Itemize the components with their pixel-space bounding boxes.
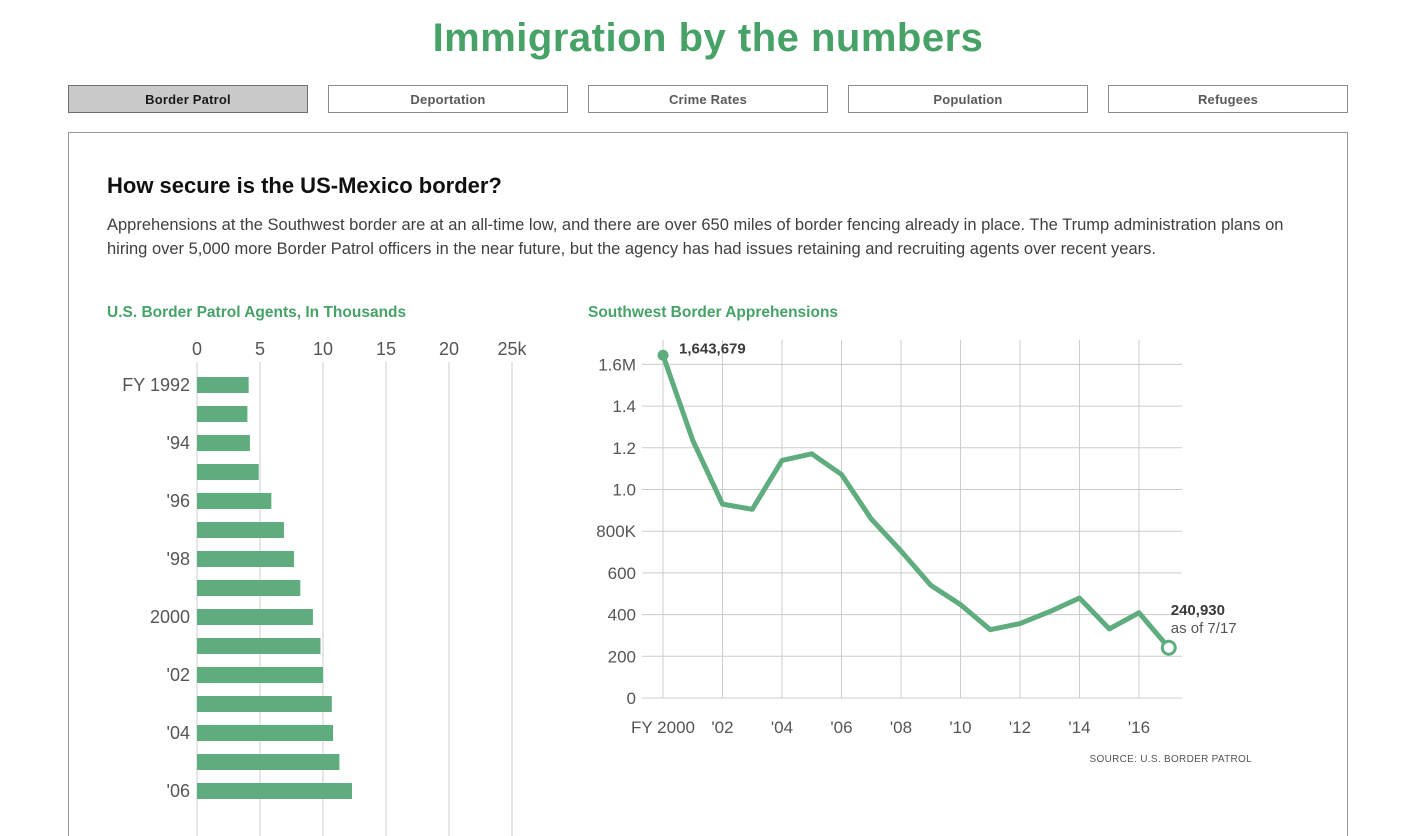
svg-text:1.2: 1.2 bbox=[612, 439, 636, 458]
svg-text:FY 2000: FY 2000 bbox=[631, 718, 695, 737]
svg-text:200: 200 bbox=[608, 647, 636, 666]
line-chart-title: Southwest Border Apprehensions bbox=[588, 304, 839, 321]
svg-text:'02: '02 bbox=[167, 665, 190, 685]
svg-text:2000: 2000 bbox=[150, 607, 190, 627]
line-chart: Southwest Border Apprehensions 0 200 400 60… bbox=[588, 303, 1268, 836]
svg-text:'16: '16 bbox=[1128, 718, 1150, 737]
svg-text:800K: 800K bbox=[596, 522, 636, 541]
svg-text:'04: '04 bbox=[167, 723, 190, 743]
svg-text:'12: '12 bbox=[1009, 718, 1031, 737]
svg-text:'08: '08 bbox=[890, 718, 912, 737]
svg-text:240,930: 240,930 bbox=[1171, 602, 1225, 619]
tab-population[interactable]: Population bbox=[848, 85, 1088, 113]
tab-refugees[interactable]: Refugees bbox=[1108, 85, 1348, 113]
svg-text:10: 10 bbox=[313, 339, 333, 359]
content-panel: How secure is the US-Mexico border? Appr… bbox=[68, 132, 1348, 836]
svg-text:5: 5 bbox=[255, 339, 265, 359]
svg-text:'02: '02 bbox=[711, 718, 733, 737]
svg-text:1.4: 1.4 bbox=[612, 397, 636, 416]
svg-text:'04: '04 bbox=[771, 718, 793, 737]
svg-text:25k: 25k bbox=[497, 339, 527, 359]
svg-text:0: 0 bbox=[627, 689, 636, 708]
svg-text:1.0: 1.0 bbox=[612, 481, 636, 500]
svg-text:'10: '10 bbox=[949, 718, 971, 737]
page-header: Immigration by the numbers bbox=[0, 16, 1416, 61]
bar-chart-svg: 0 5 10 15 20 25k FY 1992 '94 '96 '98 2000 '02 '04 '06 bbox=[122, 339, 528, 836]
page-title: Immigration by the numbers bbox=[432, 16, 984, 60]
svg-text:600: 600 bbox=[608, 564, 636, 583]
line-chart-svg: 0 200 400 600 800K 1.0 1.2 1.4 1.6M FY 2000 '02 '04… bbox=[596, 340, 1237, 737]
svg-text:'98: '98 bbox=[167, 549, 190, 569]
svg-text:as of 7/17: as of 7/17 bbox=[1171, 620, 1237, 637]
tab-crime-rates[interactable]: Crime Rates bbox=[588, 85, 828, 113]
svg-text:'94: '94 bbox=[167, 433, 190, 453]
svg-text:0: 0 bbox=[192, 339, 202, 359]
svg-text:20: 20 bbox=[439, 339, 459, 359]
svg-text:1,643,679: 1,643,679 bbox=[679, 340, 746, 357]
source-note: SOURCE: U.S. BORDER PATROL bbox=[1089, 754, 1252, 765]
svg-text:'96: '96 bbox=[167, 491, 190, 511]
svg-text:'06: '06 bbox=[167, 781, 190, 801]
charts-row: U.S. Border Patrol Agents, In Thousands … bbox=[107, 303, 1309, 836]
tab-deportation[interactable]: Deportation bbox=[328, 85, 568, 113]
svg-text:'06: '06 bbox=[830, 718, 852, 737]
svg-text:400: 400 bbox=[608, 606, 636, 625]
svg-text:1.6M: 1.6M bbox=[598, 355, 636, 374]
section-body: Apprehensions at the Southwest border ar… bbox=[107, 216, 1284, 258]
tab-bar: Border Patrol Deportation Crime Rates Popul… bbox=[68, 85, 1348, 113]
svg-text:FY 1992: FY 1992 bbox=[122, 375, 190, 395]
section-heading: How secure is the US-Mexico border? bbox=[107, 173, 502, 198]
bar-chart-title: U.S. Border Patrol Agents, In Thousands bbox=[107, 304, 407, 321]
svg-text:15: 15 bbox=[376, 339, 396, 359]
svg-text:'14: '14 bbox=[1068, 718, 1090, 737]
bar-chart: U.S. Border Patrol Agents, In Thousands … bbox=[107, 303, 588, 836]
tab-border-patrol[interactable]: Border Patrol bbox=[68, 85, 308, 113]
